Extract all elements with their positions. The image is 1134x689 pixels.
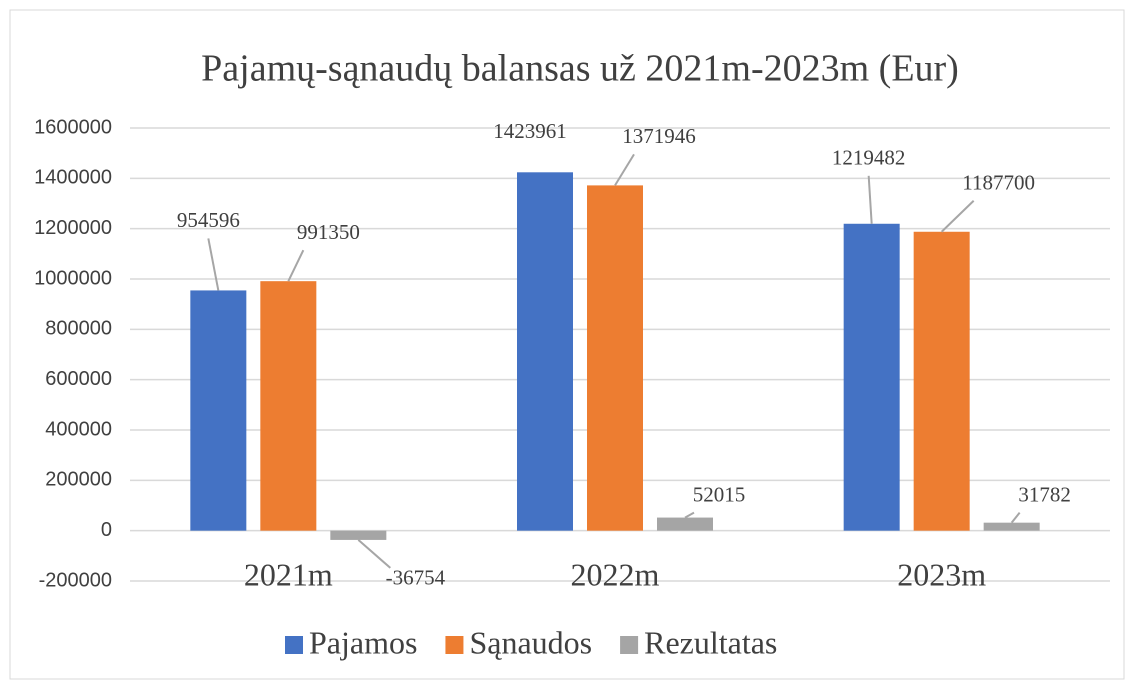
legend-swatch [285, 636, 303, 654]
y-tick-label: 800000 [45, 318, 112, 340]
y-tick-label: 0 [101, 519, 112, 541]
y-tick-label: 600000 [45, 368, 112, 390]
data-label: 1371946 [622, 124, 696, 148]
leader-line [614, 153, 635, 186]
leader-line [940, 200, 975, 233]
leader-line [1010, 512, 1021, 524]
bar [260, 281, 317, 531]
data-label: 1219482 [832, 146, 906, 170]
y-tick-label: 1600000 [34, 116, 112, 138]
leader-line [287, 249, 305, 282]
bar [843, 223, 900, 531]
data-label: 31782 [1018, 482, 1071, 506]
data-label: 991350 [297, 220, 360, 244]
legend-label: Sąnaudos [469, 624, 592, 660]
y-tick-label: -200000 [39, 569, 112, 591]
chart-title: Pajamų-sąnaudų balansas už 2021m-2023m (… [201, 48, 959, 90]
bar [913, 231, 970, 531]
x-tick-label: 2023m [897, 556, 986, 592]
bar [517, 172, 573, 531]
leader-line [357, 539, 391, 569]
x-tick-label: 2022m [571, 556, 660, 592]
leader-line [867, 175, 873, 224]
bar [190, 290, 247, 531]
leader-line [684, 511, 695, 519]
bar [983, 522, 1040, 531]
data-label: 1423961 [493, 119, 567, 143]
x-tick-label: 2021m [244, 556, 333, 592]
data-label: 52015 [693, 482, 746, 506]
y-tick-label: 200000 [45, 469, 112, 491]
legend-swatch [620, 636, 639, 654]
y-tick-label: 1400000 [34, 167, 112, 189]
leader-line [207, 238, 220, 291]
legend-swatch [445, 636, 464, 654]
y-tick-label: 1200000 [34, 217, 112, 239]
data-label: 954596 [177, 208, 240, 232]
bar [587, 185, 643, 531]
legend-label: Pajamos [309, 624, 417, 660]
y-tick-label: 400000 [45, 418, 112, 440]
y-tick-label: 1000000 [34, 267, 112, 289]
bar [330, 530, 387, 540]
data-label: -36754 [386, 566, 446, 590]
data-label: 1187700 [962, 171, 1035, 195]
legend-label: Rezultatas [644, 624, 777, 660]
bar [657, 517, 713, 531]
